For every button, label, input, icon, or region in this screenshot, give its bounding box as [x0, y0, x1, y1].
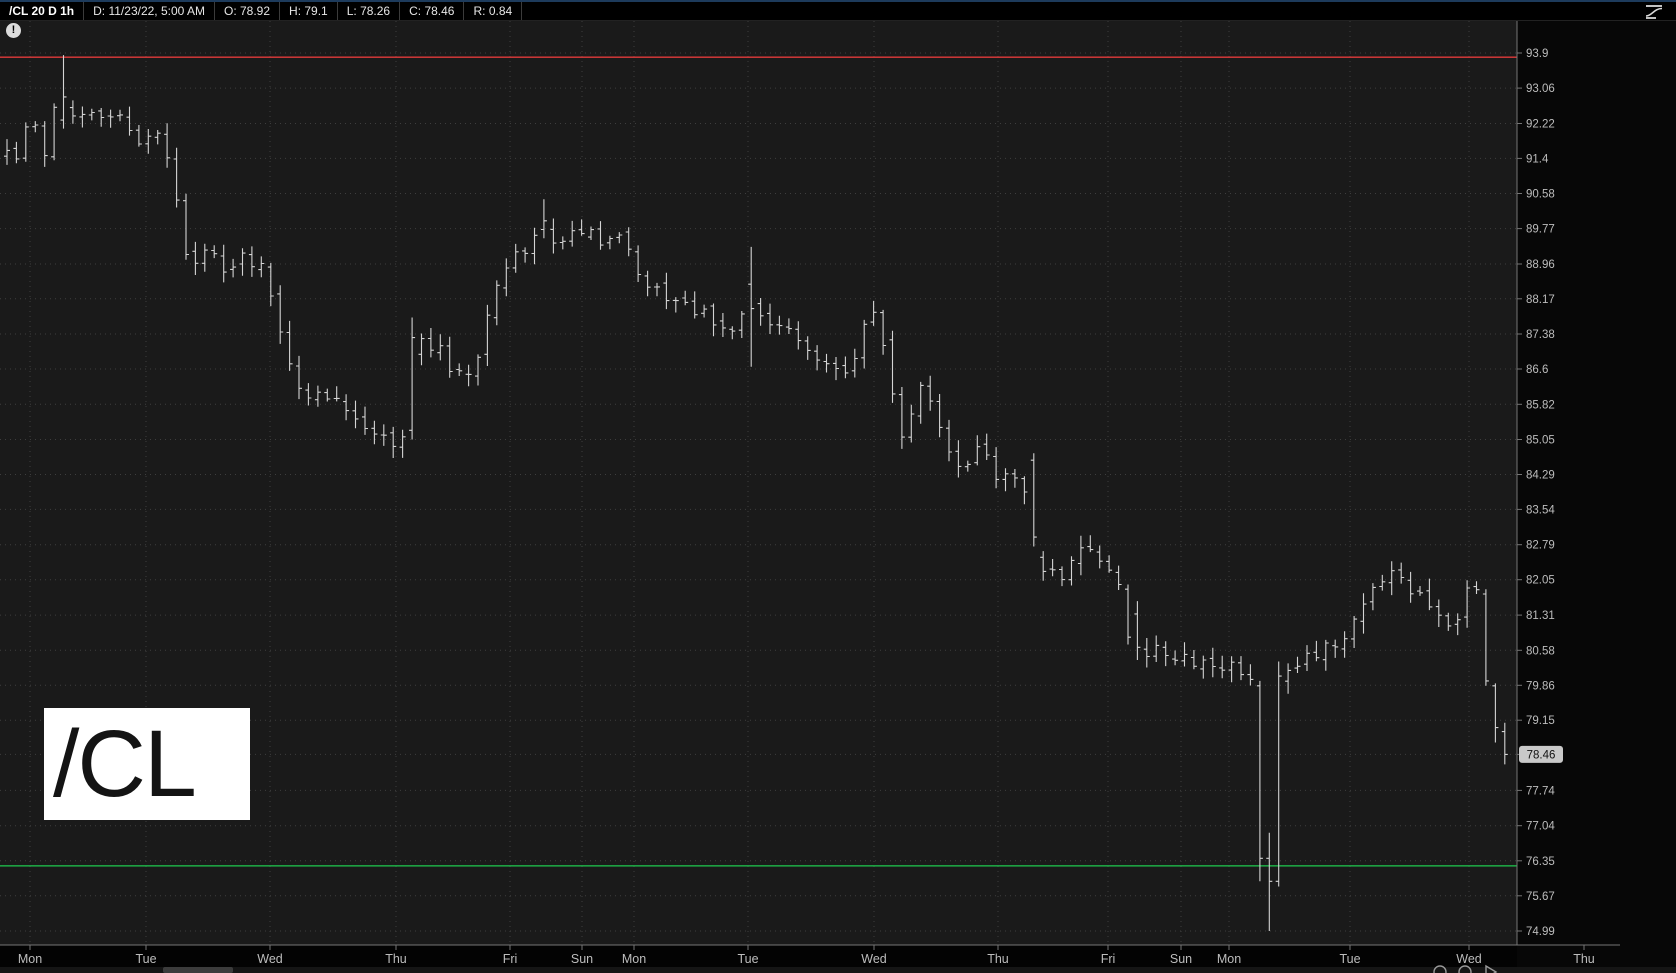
svg-text:77.74: 77.74 [1526, 785, 1555, 797]
horizontal-scrollbar-thumb[interactable] [163, 967, 233, 973]
svg-text:84.29: 84.29 [1526, 470, 1555, 482]
svg-text:76.35: 76.35 [1526, 856, 1555, 868]
svg-text:85.82: 85.82 [1526, 399, 1555, 411]
svg-text:75.67: 75.67 [1526, 891, 1555, 903]
svg-text:Tue: Tue [135, 952, 156, 966]
zoom-in-icon[interactable] [1458, 965, 1472, 973]
play-forward-icon[interactable] [1485, 964, 1498, 973]
svg-text:Sun: Sun [1170, 952, 1192, 966]
svg-text:79.15: 79.15 [1526, 715, 1555, 727]
svg-text:Sun: Sun [571, 952, 593, 966]
chart-style-icon[interactable] [1644, 3, 1664, 20]
svg-text:89.77: 89.77 [1526, 224, 1555, 236]
svg-text:Thu: Thu [987, 952, 1009, 966]
svg-text:Mon: Mon [18, 952, 42, 966]
high-field: H: 79.1 [280, 2, 338, 20]
svg-text:85.05: 85.05 [1526, 435, 1555, 447]
svg-text:86.6: 86.6 [1526, 364, 1548, 376]
svg-text:74.99: 74.99 [1526, 926, 1555, 938]
svg-text:88.17: 88.17 [1526, 294, 1555, 306]
time-axis-labels: Mon Tue Wed Thu Fri Sun Mon Tue Wed Thu Fri Sun Mon T… [18, 945, 1595, 966]
svg-text:81.31: 81.31 [1526, 610, 1555, 622]
svg-text:77.04: 77.04 [1526, 821, 1555, 833]
symbol-timeframe-label[interactable]: /CL 20 D 1h [0, 2, 85, 20]
svg-text:Wed: Wed [861, 952, 887, 966]
open-field: O: 78.92 [215, 2, 281, 20]
alert-icon[interactable]: ! [6, 23, 21, 38]
svg-text:87.38: 87.38 [1526, 329, 1555, 341]
header-right-tools [1635, 2, 1676, 20]
price-axis-labels: 93.9 93.06 92.22 91.4 90.58 89.77 88.96 88.17 87… [1517, 48, 1563, 938]
svg-text:Thu: Thu [1573, 952, 1595, 966]
svg-text:Tue: Tue [737, 952, 758, 966]
chart-header-bar: /CL 20 D 1h D: 11/23/22, 5:00 AM O: 78.9… [0, 0, 1676, 21]
svg-text:Fri: Fri [1101, 952, 1116, 966]
svg-text:90.58: 90.58 [1526, 189, 1555, 201]
low-field: L: 78.26 [338, 2, 401, 20]
svg-text:91.4: 91.4 [1526, 153, 1549, 165]
svg-text:Thu: Thu [385, 952, 407, 966]
grid-lines [0, 21, 1517, 945]
date-field: D: 11/23/22, 5:00 AM [84, 2, 215, 20]
svg-text:82.05: 82.05 [1526, 575, 1555, 587]
chart-canvas[interactable]: 93.9 93.06 92.22 91.4 90.58 89.77 88.96 88.17 87… [0, 21, 1676, 973]
svg-text:Tue: Tue [1339, 952, 1360, 966]
price-axis-background [1517, 21, 1676, 973]
svg-text:Fri: Fri [503, 952, 518, 966]
svg-text:93.06: 93.06 [1526, 83, 1555, 95]
svg-text:88.96: 88.96 [1526, 259, 1555, 271]
svg-text:79.86: 79.86 [1526, 680, 1555, 692]
svg-text:Mon: Mon [1217, 952, 1241, 966]
svg-text:83.54: 83.54 [1526, 504, 1555, 516]
svg-text:80.58: 80.58 [1526, 645, 1555, 657]
svg-text:Wed: Wed [257, 952, 283, 966]
last-price-badge: 78.46 [1519, 745, 1563, 763]
svg-text:78.46: 78.46 [1527, 749, 1556, 761]
svg-text:92.22: 92.22 [1526, 119, 1555, 131]
horizontal-scrollbar-track[interactable] [0, 967, 1676, 973]
svg-text:82.79: 82.79 [1526, 540, 1555, 552]
bottom-toolbar-icons [1433, 964, 1498, 973]
svg-text:Mon: Mon [622, 952, 646, 966]
svg-text:Wed: Wed [1456, 952, 1482, 966]
symbol-watermark: /CL [44, 708, 250, 820]
svg-text:93.9: 93.9 [1526, 48, 1548, 60]
close-field: C: 78.46 [400, 2, 465, 20]
plot-background [0, 21, 1517, 945]
range-field: R: 0.84 [464, 2, 523, 20]
symbol-watermark-text: /CL [53, 711, 197, 817]
zoom-out-icon[interactable] [1433, 965, 1447, 973]
ohlc-bars [4, 55, 1508, 931]
